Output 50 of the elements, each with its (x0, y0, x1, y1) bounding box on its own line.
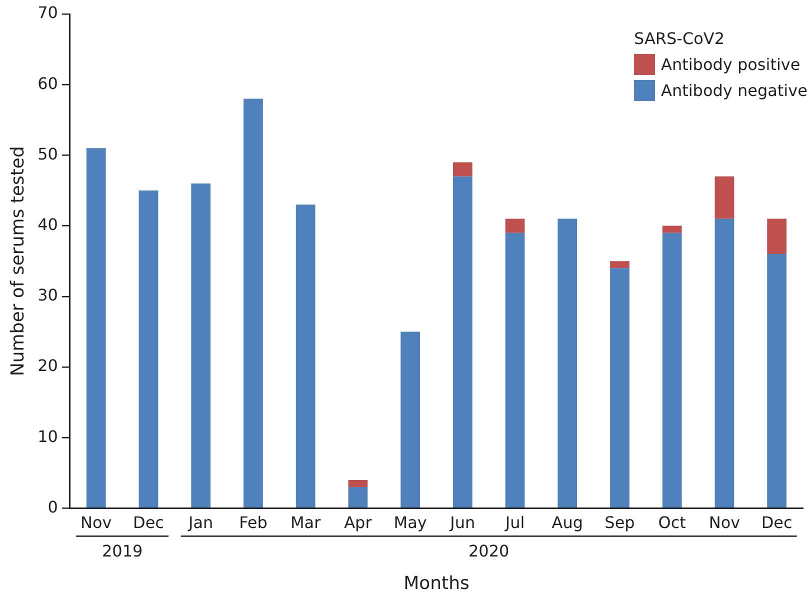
y-axis-title: Number of serums tested (7, 146, 28, 376)
x-tick-label: Apr (344, 512, 372, 532)
y-tick-label: 10 (38, 426, 58, 446)
x-tick-label: Feb (239, 512, 268, 532)
bar (714, 218, 734, 508)
x-tick-label: Nov (708, 512, 740, 532)
bar (348, 487, 368, 508)
x-tick-label: Jun (449, 512, 476, 532)
x-tick-label: Jul (504, 512, 525, 532)
bar (244, 98, 263, 508)
x-tick-label: Jan (188, 512, 214, 532)
bar (138, 190, 158, 508)
y-tick-label: 30 (38, 286, 58, 305)
y-tick-label: 70 (38, 3, 58, 22)
x-tick-label: Nov (80, 512, 112, 532)
bar (86, 148, 106, 508)
bar (296, 204, 316, 508)
x-tick-label: Aug (552, 512, 584, 532)
bar (348, 480, 368, 488)
bar (558, 218, 578, 508)
legend-label: Antibody positive (660, 54, 802, 76)
legend-title: SARS-CoV2 (634, 28, 726, 50)
bar (714, 176, 734, 219)
x-axis-title: Months (404, 572, 470, 594)
x-tick-label: May (394, 512, 427, 532)
bar (662, 232, 682, 508)
bar (400, 332, 420, 508)
text: 2020 (468, 541, 510, 560)
text: 2019 (102, 541, 143, 560)
x-tick-label: Oct (658, 512, 686, 532)
bar (767, 218, 787, 254)
x-tick-label: Dec (133, 512, 164, 532)
bar (767, 254, 787, 508)
bar (452, 162, 472, 176)
legend-label: Antibody negative (660, 80, 808, 102)
x-tick-label: Mar (290, 512, 322, 532)
y-tick-label: 60 (38, 74, 58, 93)
bar (505, 218, 525, 233)
x-tick-label: Dec (761, 512, 792, 532)
y-tick-label: 50 (38, 144, 58, 164)
y-tick-label: 20 (38, 356, 58, 376)
bar (610, 261, 630, 268)
bar (452, 176, 472, 508)
bar (610, 268, 630, 508)
bar (662, 226, 682, 233)
x-tick-label: Sep (604, 512, 635, 532)
y-tick-label: 40 (38, 214, 58, 234)
y-tick-label: 0 (48, 497, 58, 516)
bar (505, 232, 525, 508)
bar (191, 183, 211, 508)
